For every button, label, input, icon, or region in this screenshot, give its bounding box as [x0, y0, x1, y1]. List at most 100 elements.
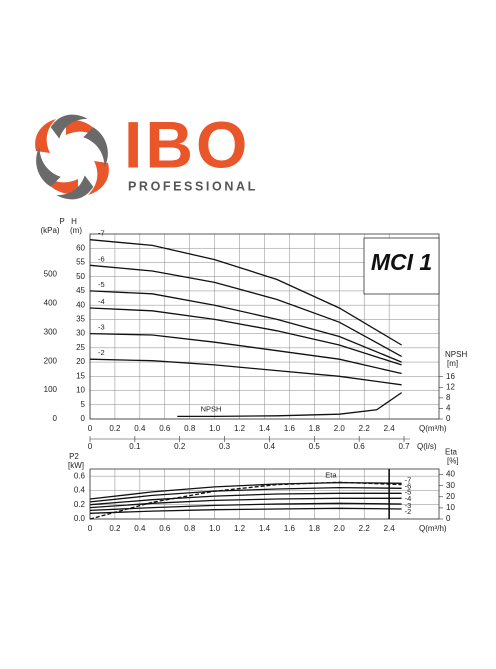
- y2-tick-label: 12: [446, 382, 455, 391]
- x-tick-label: 2.0: [334, 424, 346, 433]
- y2-tick-label: 10: [446, 503, 455, 512]
- y-tick-label: 5: [81, 400, 86, 409]
- y-tick-label: 35: [76, 314, 85, 323]
- curve-label: -6: [405, 481, 412, 490]
- p-tick-label: 400: [44, 298, 58, 307]
- y-tick-label: 0.6: [74, 471, 86, 480]
- x2-tick-label: 0.7: [398, 442, 410, 451]
- tagline: PROFESSIONAL: [128, 179, 258, 193]
- curve: [89, 358, 402, 386]
- x-tick-label: 1.0: [209, 424, 221, 433]
- y2-tick-label: 0: [446, 414, 451, 423]
- y-tick-label: 0.0: [74, 514, 86, 523]
- y-tick-label: 0.2: [74, 500, 86, 509]
- y2-tick-label: 8: [446, 393, 451, 402]
- p-tick-label: 200: [44, 356, 58, 365]
- p-axis-unit: (kPa): [40, 226, 59, 235]
- logo-icon: [35, 114, 109, 200]
- x-tick-label: 1.2: [234, 424, 246, 433]
- y2-axis-label: NPSH: [445, 350, 467, 359]
- curve-label: -2: [98, 348, 105, 357]
- x-tick-label: 2.2: [359, 524, 371, 533]
- x2-tick-label: 0.2: [174, 442, 186, 451]
- y-tick-label: 20: [76, 357, 85, 366]
- curve: [89, 497, 402, 509]
- curve: [89, 290, 402, 363]
- x-tick-label: 2.0: [334, 524, 346, 533]
- curve-label: -4: [98, 297, 105, 306]
- y2-tick-label: 16: [446, 372, 455, 381]
- x2-tick-label: 0.6: [354, 442, 366, 451]
- x-tick-label: 0.4: [134, 524, 146, 533]
- curve: [89, 486, 402, 503]
- x-axis-label: Q(m³/h): [419, 424, 447, 433]
- curve: [89, 332, 402, 375]
- x-tick-label: 0: [88, 524, 93, 533]
- p-axis-label: P: [59, 217, 64, 226]
- p-tick-label: 500: [44, 270, 58, 279]
- x2-axis-label: Q(l/s): [417, 442, 437, 451]
- charts: 0 0.2 0.4 0.6 0.8 1.0 1.2 1.4 1.6 1.8 2.0 2.2 2.4 Q(m…: [40, 217, 467, 533]
- curve: [89, 264, 402, 357]
- x-tick-label: 1.8: [309, 424, 321, 433]
- x-tick-label: 0.8: [184, 524, 196, 533]
- y-tick-label: 30: [76, 329, 85, 338]
- y-axis-unit: (m): [70, 226, 82, 235]
- y-axis-label: H: [71, 217, 77, 226]
- x2-tick-label: 0.1: [129, 442, 141, 451]
- x-tick-label: 0.2: [109, 524, 121, 533]
- y2-tick-label: 20: [446, 492, 455, 501]
- curve: [89, 502, 402, 512]
- curve: [89, 239, 402, 346]
- x-tick-label: 1.4: [259, 424, 271, 433]
- curve-label: -7: [98, 229, 105, 238]
- p-tick-label: 0: [53, 414, 58, 423]
- curve: [89, 481, 402, 500]
- curve: [89, 481, 402, 520]
- y-tick-label: 0: [81, 414, 86, 423]
- curve: [177, 392, 402, 418]
- y2-tick-label: 40: [446, 470, 455, 479]
- x-tick-label: 0: [88, 424, 93, 433]
- y-axis-unit: [kW]: [68, 461, 84, 470]
- curve-label: Eta: [325, 470, 337, 479]
- x-tick-label: 1.2: [234, 524, 246, 533]
- curve: [89, 492, 402, 506]
- x-tick-label: 0.6: [159, 524, 171, 533]
- x-tick-label: 2.4: [384, 424, 396, 433]
- curve-label: -5: [405, 488, 412, 497]
- curve-label: -3: [98, 323, 105, 332]
- x-tick-label: 1.6: [284, 524, 296, 533]
- y2-axis-label: Eta: [445, 448, 458, 457]
- y2-tick-label: 30: [446, 481, 455, 490]
- y-tick-label: 25: [76, 343, 85, 352]
- x-tick-label: 1.6: [284, 424, 296, 433]
- curve: [89, 507, 402, 514]
- x-tick-label: 0.2: [109, 424, 121, 433]
- y-tick-label: 50: [76, 272, 85, 281]
- y2-tick-label: 0: [446, 514, 451, 523]
- x2-tick-label: 0.5: [309, 442, 321, 451]
- y2-axis-unit: [m]: [447, 359, 458, 368]
- curve: [89, 307, 402, 366]
- y-tick-label: 15: [76, 371, 85, 380]
- y-tick-label: 10: [76, 386, 85, 395]
- chart-title: MCI 1: [371, 249, 432, 275]
- x-tick-label: 1.4: [259, 524, 271, 533]
- y-tick-label: 0.4: [74, 486, 86, 495]
- curve-label: -5: [98, 280, 105, 289]
- curve-label: -2: [405, 507, 412, 516]
- y-axis-label: P2: [69, 452, 79, 461]
- curve-label: -7: [405, 475, 412, 484]
- y2-tick-label: 4: [446, 404, 451, 413]
- x-tick-label: 1.0: [209, 524, 221, 533]
- x2-tick-label: 0.3: [219, 442, 231, 451]
- brand: IBO: [124, 107, 250, 181]
- curve-label: -4: [405, 494, 412, 503]
- x-tick-label: 0.4: [134, 424, 146, 433]
- y-tick-label: 60: [76, 243, 85, 252]
- x-tick-label: 0.8: [184, 424, 196, 433]
- x-axis-label: Q(m³/h): [419, 524, 447, 533]
